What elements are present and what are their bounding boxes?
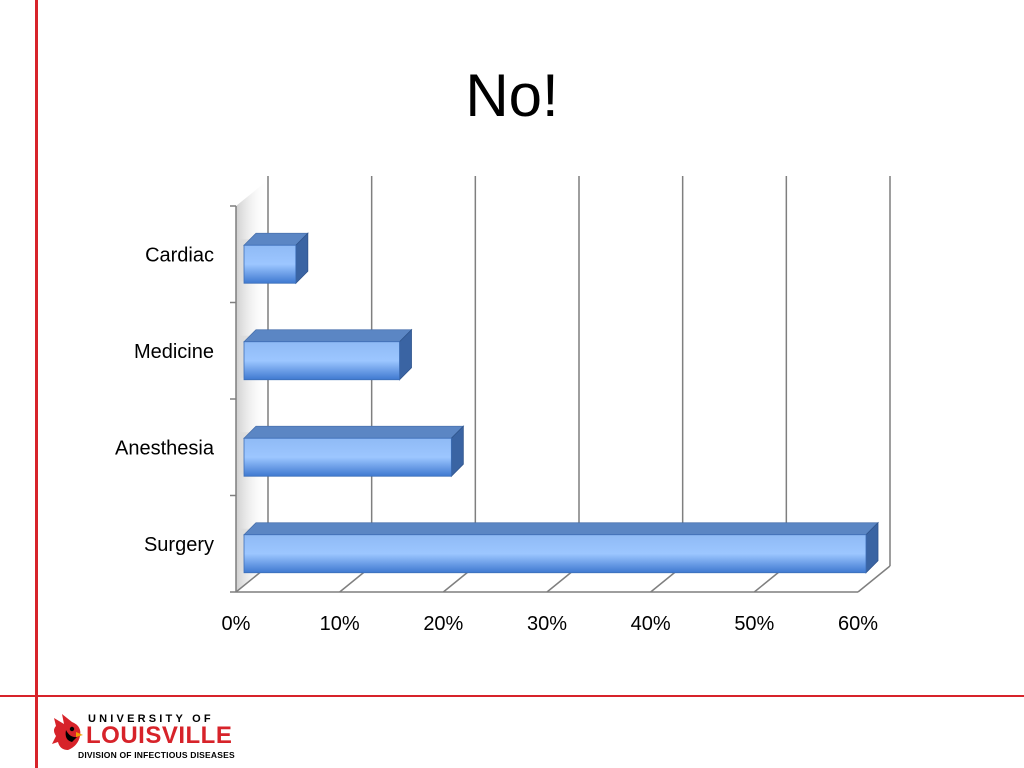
x-tick-label: 60% — [838, 613, 878, 635]
category-label-cardiac: Cardiac — [145, 244, 214, 266]
chart-labels: 0% 10% 20% 30% 40% 50% 60% Cardiac Medicine Anest… — [115, 244, 878, 635]
bar-front-face — [243, 341, 400, 381]
red-vertical-rule — [35, 0, 38, 768]
x-tick-label: 30% — [527, 613, 567, 635]
logo-line-university-of: UNIVERSITY OF — [88, 713, 214, 725]
bar-front-face — [243, 437, 452, 477]
slide-title: No! — [465, 62, 559, 129]
logo-line-louisville: LOUISVILLE — [86, 722, 233, 749]
logo-line-division: DIVISION OF INFECTIOUS DISEASES — [78, 750, 235, 760]
university-logo: UNIVERSITY OF LOUISVILLE DIVISION OF INF… — [50, 710, 240, 762]
bar-top-face — [243, 329, 413, 343]
cardinal-bird-icon — [52, 714, 83, 750]
bar-top-face — [243, 425, 465, 439]
category-label-medicine: Medicine — [134, 341, 214, 363]
bar-top-face — [243, 522, 879, 536]
x-tick-label: 10% — [320, 613, 360, 635]
bar-cardiac — [240, 232, 309, 285]
bar-front-face — [243, 534, 867, 574]
x-tick-label: 0% — [222, 613, 251, 635]
bar-chart: 0% 10% 20% 30% 40% 50% 60% Cardiac Medicine Anest… — [115, 176, 891, 635]
category-label-surgery: Surgery — [144, 534, 214, 556]
chart-bars — [240, 232, 879, 574]
x-tick-label: 20% — [423, 613, 463, 635]
bar-medicine — [240, 328, 413, 381]
bar-surgery — [240, 521, 879, 574]
x-tick-label: 50% — [734, 613, 774, 635]
bar-anesthesia — [240, 425, 465, 478]
floor-gridline — [857, 565, 891, 593]
x-tick-label: 40% — [631, 613, 671, 635]
bar-front-face — [243, 244, 297, 284]
red-horizontal-rule — [0, 695, 1024, 697]
category-label-anesthesia: Anesthesia — [115, 437, 215, 459]
